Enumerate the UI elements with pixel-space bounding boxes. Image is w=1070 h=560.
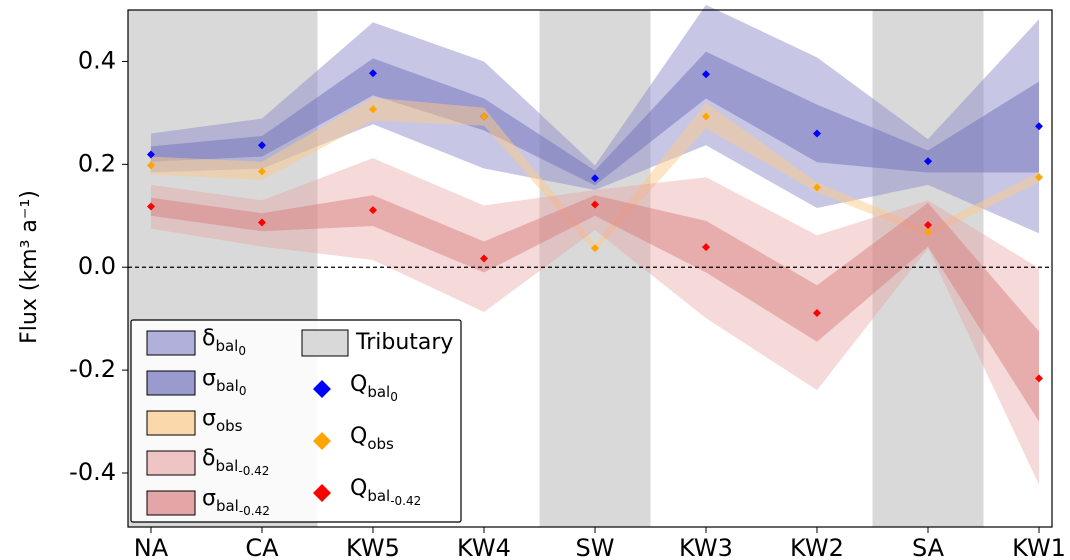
legend-label: Qobs <box>350 424 394 453</box>
legend-subsubscript: -0.42 <box>238 464 269 478</box>
data-point <box>924 157 933 166</box>
legend-symbol: Q <box>350 476 367 501</box>
legend-swatch <box>146 410 196 436</box>
data-point <box>368 206 377 215</box>
legend-label: δbal0 <box>202 326 246 358</box>
legend-swatch <box>146 490 196 516</box>
data-point <box>924 228 933 237</box>
x-tick-label: SW <box>576 534 615 560</box>
data-point <box>813 129 822 138</box>
uncertainty-band <box>150 158 1040 485</box>
legend-subsubscript: -0.42 <box>390 494 421 508</box>
legend-label: σbal0 <box>202 366 246 398</box>
uncertainty-band <box>150 195 1040 422</box>
y-tick-label: -0.2 <box>69 355 116 383</box>
x-tick-label: SA <box>912 534 945 560</box>
legend-marker <box>313 484 331 502</box>
legend-symbol: σ <box>202 486 216 511</box>
legend-swatch <box>146 330 196 356</box>
x-tick-label: KW2 <box>790 534 844 560</box>
legend-symbol: σ <box>202 406 216 431</box>
data-point <box>1035 173 1044 182</box>
data-point <box>924 221 933 230</box>
data-point <box>479 112 488 121</box>
data-point <box>479 254 488 263</box>
legend-label: δbal-0.42 <box>202 446 269 478</box>
data-point <box>813 308 822 317</box>
legend-label: Tributary <box>355 330 453 355</box>
data-point <box>701 70 710 79</box>
legend-label: Qbal-0.42 <box>350 476 421 508</box>
legend-subsubscript: 0 <box>239 384 247 398</box>
uncertainty-band <box>150 51 1040 186</box>
y-tick-label: -0.4 <box>69 458 116 486</box>
legend-label: σbal-0.42 <box>202 486 270 518</box>
x-tick-label: KW1 <box>1012 534 1066 560</box>
data-point <box>146 150 155 159</box>
legend-subscript: obs <box>216 417 243 435</box>
data-point <box>701 112 710 121</box>
legend-subsubscript: 0 <box>238 344 246 358</box>
data-point <box>368 105 377 114</box>
data-point <box>813 183 822 192</box>
legend-swatch <box>146 370 196 396</box>
data-point <box>1035 122 1044 131</box>
data-point <box>146 161 155 170</box>
x-tick-label: KW3 <box>679 534 733 560</box>
y-tick-label: 0.4 <box>78 46 116 74</box>
y-tick-label: 0.2 <box>78 149 116 177</box>
data-point <box>257 141 266 150</box>
x-tick-label: CA <box>245 534 279 560</box>
legend-subscript: obs <box>367 435 394 453</box>
legend-marker <box>313 432 331 450</box>
y-tick-label: 0.0 <box>78 252 116 280</box>
data-point <box>146 202 155 211</box>
legend-box <box>130 319 462 523</box>
legend-marker <box>313 380 331 398</box>
data-point <box>701 243 710 252</box>
legend-symbol: Q <box>350 372 367 397</box>
x-tick-label: KW4 <box>457 534 511 560</box>
data-point <box>257 167 266 176</box>
y-axis-title: Flux (km³ a⁻¹) <box>17 190 42 344</box>
legend-symbol: σ <box>202 366 216 391</box>
legend-swatch <box>146 450 196 476</box>
legend-subscript: bal <box>367 383 390 401</box>
data-point <box>257 218 266 227</box>
legend-subscript: bal <box>216 497 239 515</box>
legend-swatch <box>301 329 349 357</box>
legend-symbol: δ <box>202 326 215 351</box>
data-point <box>590 200 599 209</box>
data-point <box>590 174 599 183</box>
legend-symbol: Q <box>350 424 367 449</box>
legend-subscript: bal <box>215 337 238 355</box>
data-point <box>590 244 599 253</box>
tributary-band <box>539 10 651 527</box>
legend-subscript: bal <box>367 487 390 505</box>
legend: δbal0σbal0σobsδbal-0.42σbal-0.42Tributar… <box>130 319 462 523</box>
x-tick-label: NA <box>134 534 169 560</box>
legend-subscript: bal <box>215 457 238 475</box>
legend-subsubscript: 0 <box>390 390 398 404</box>
data-point <box>368 69 377 78</box>
legend-subscript: bal <box>216 377 239 395</box>
legend-symbol: δ <box>202 446 215 471</box>
legend-label: Qbal0 <box>350 372 398 404</box>
legend-subsubscript: -0.42 <box>239 504 270 518</box>
x-tick-label: KW5 <box>346 534 400 560</box>
legend-label: σobs <box>202 406 243 435</box>
data-point <box>1035 374 1044 383</box>
plot-frame <box>127 9 1053 528</box>
